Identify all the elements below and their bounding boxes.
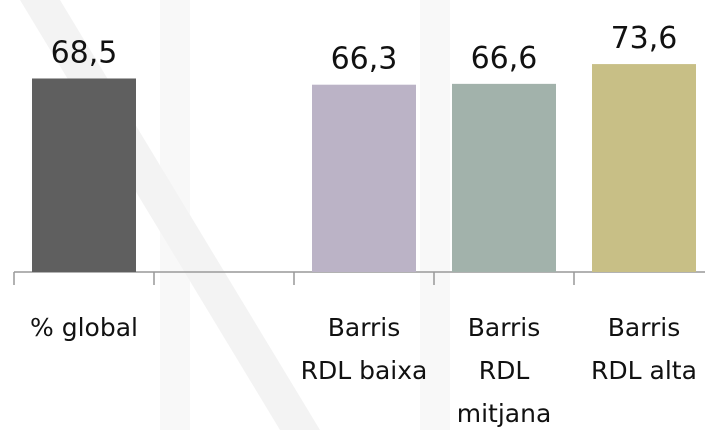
bar — [592, 64, 696, 272]
value-label: 66,3 — [331, 42, 398, 77]
x-tick-label-box: Barris RDL baixa — [300, 313, 428, 385]
value-label: 73,6 — [611, 21, 678, 56]
value-label: 66,6 — [471, 41, 538, 76]
x-tick-label: Barris RDL alta — [591, 313, 697, 385]
x-tick-label-box: Barris RDL alta — [591, 313, 697, 385]
bar — [312, 84, 416, 272]
bar — [32, 78, 136, 272]
bar — [452, 83, 556, 272]
x-tick-label: Barris RDL mitjana — [456, 313, 552, 428]
x-tick-label-box: Barris RDL mitjana — [456, 313, 552, 428]
watermark-stripe — [420, 0, 450, 430]
value-label: 68,5 — [51, 35, 118, 70]
x-tick-label: Barris RDL baixa — [300, 313, 428, 385]
x-tick-label-box: % global — [30, 313, 138, 342]
watermark-stripe — [160, 0, 190, 430]
x-tick-label: % global — [30, 313, 138, 342]
